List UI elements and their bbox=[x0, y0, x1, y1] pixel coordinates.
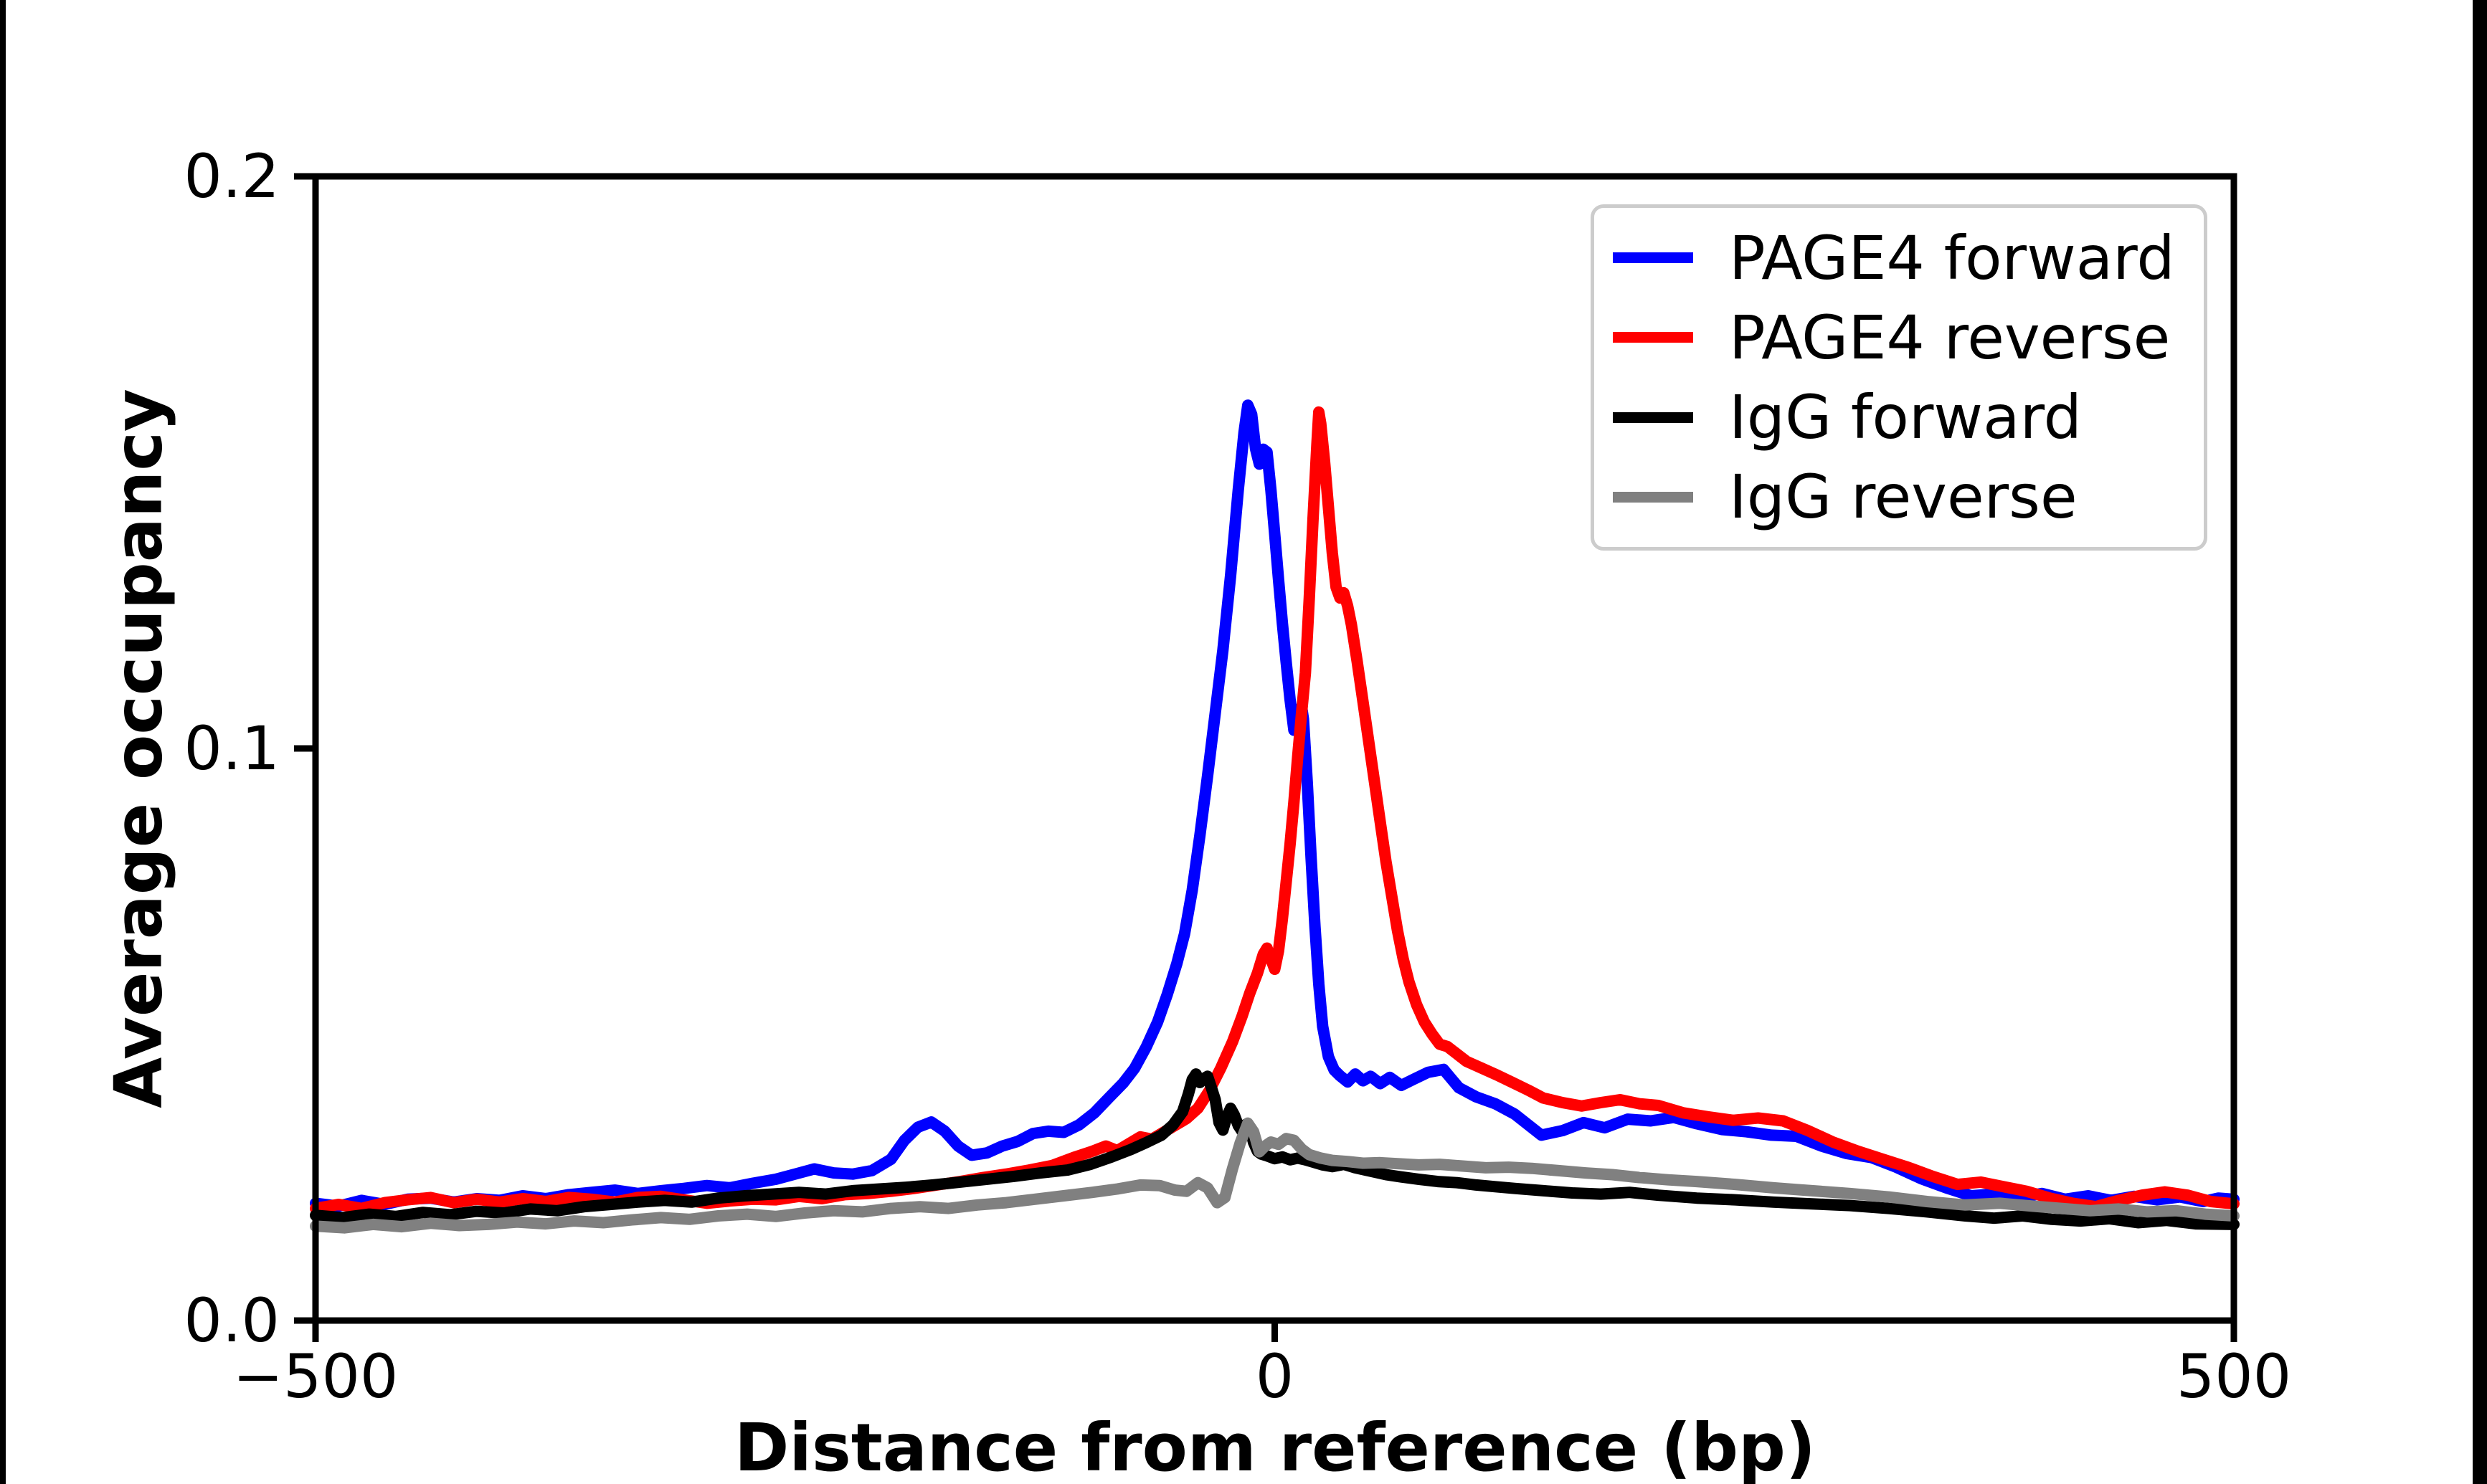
legend: PAGE4 forward PAGE4 reverse IgG forward IgG… bbox=[1591, 204, 2207, 551]
screen-edge-right bbox=[2473, 0, 2487, 1484]
legend-label: PAGE4 reverse bbox=[1729, 302, 2171, 373]
legend-line-swatch bbox=[1613, 412, 1693, 423]
x-axis-label: Distance from reference (bp) bbox=[734, 1409, 1816, 1484]
legend-line-swatch bbox=[1613, 252, 1693, 264]
y-tick-label: 0.2 bbox=[184, 141, 280, 211]
x-tick-label: −500 bbox=[232, 1341, 399, 1412]
legend-line-swatch bbox=[1613, 491, 1693, 503]
legend-label: PAGE4 forward bbox=[1729, 222, 2175, 293]
series-line-page4-forward bbox=[310, 399, 2240, 1212]
legend-line-swatch bbox=[1613, 332, 1693, 343]
y-tick-label: 0.0 bbox=[184, 1285, 280, 1356]
legend-item: PAGE4 forward bbox=[1613, 228, 2185, 288]
screen-edge-left bbox=[0, 0, 6, 1484]
legend-label: IgG reverse bbox=[1729, 462, 2078, 533]
legend-item: IgG forward bbox=[1613, 387, 2185, 447]
y-tick-label: 0.1 bbox=[184, 713, 280, 784]
legend-item: PAGE4 reverse bbox=[1613, 308, 2185, 368]
y-axis-label: Average occupancy bbox=[100, 389, 177, 1108]
legend-item: IgG reverse bbox=[1613, 467, 2185, 527]
series-line-igg-forward bbox=[310, 1068, 2240, 1230]
x-tick-label: 500 bbox=[2176, 1341, 2292, 1412]
x-tick-label: 0 bbox=[1255, 1341, 1294, 1412]
series-line-igg-reverse bbox=[310, 1117, 2240, 1234]
legend-label: IgG forward bbox=[1729, 382, 2082, 453]
